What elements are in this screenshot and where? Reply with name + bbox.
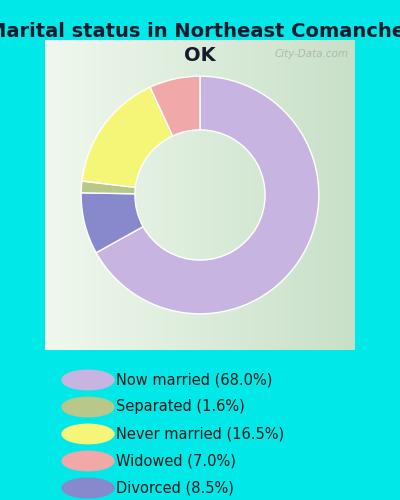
Circle shape	[62, 424, 114, 444]
Wedge shape	[81, 193, 143, 252]
Text: Marital status in Northeast Comanche,
OK: Marital status in Northeast Comanche, OK	[0, 22, 400, 65]
Wedge shape	[81, 181, 135, 194]
Text: Now married (68.0%): Now married (68.0%)	[116, 372, 272, 388]
Text: Widowed (7.0%): Widowed (7.0%)	[116, 454, 236, 468]
Wedge shape	[96, 76, 319, 314]
Circle shape	[62, 478, 114, 498]
Circle shape	[62, 397, 114, 417]
Circle shape	[62, 370, 114, 390]
Circle shape	[62, 451, 114, 471]
Text: Divorced (8.5%): Divorced (8.5%)	[116, 480, 234, 496]
Wedge shape	[150, 76, 200, 136]
Wedge shape	[82, 87, 173, 188]
Text: City-Data.com: City-Data.com	[275, 50, 349, 59]
Text: Separated (1.6%): Separated (1.6%)	[116, 400, 245, 414]
Text: Never married (16.5%): Never married (16.5%)	[116, 426, 284, 442]
